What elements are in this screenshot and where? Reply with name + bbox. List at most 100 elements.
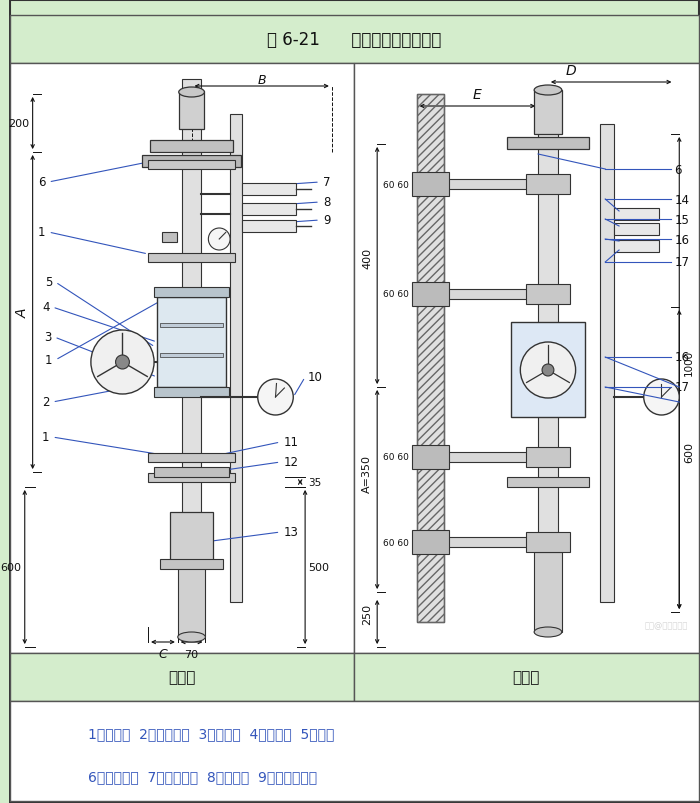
- Text: 12: 12: [284, 456, 298, 469]
- Bar: [148, 161, 235, 169]
- Text: 35: 35: [309, 478, 321, 487]
- Text: A: A: [16, 308, 30, 317]
- Bar: [412, 283, 449, 307]
- Bar: [10, 701, 699, 801]
- Bar: [242, 184, 296, 196]
- Text: 头条@建筑界一哥: 头条@建筑界一哥: [645, 620, 688, 630]
- Bar: [354, 64, 699, 653]
- Bar: [160, 353, 223, 357]
- Bar: [444, 290, 538, 300]
- Bar: [10, 16, 699, 64]
- Bar: [538, 100, 558, 627]
- Bar: [160, 560, 223, 569]
- Text: D: D: [566, 64, 576, 78]
- Text: 2: 2: [42, 396, 50, 409]
- Circle shape: [116, 356, 130, 369]
- Bar: [614, 224, 659, 236]
- Circle shape: [209, 229, 230, 251]
- Text: 3: 3: [44, 331, 51, 344]
- Text: 1000: 1000: [684, 349, 694, 376]
- Circle shape: [91, 331, 154, 394]
- Bar: [412, 446, 449, 470]
- Text: 8: 8: [323, 196, 330, 210]
- Text: 图 6-21      湿式报警装置安装图: 图 6-21 湿式报警装置安装图: [267, 31, 442, 49]
- Text: 16: 16: [674, 351, 690, 364]
- Bar: [444, 537, 538, 548]
- Bar: [170, 512, 214, 562]
- Bar: [162, 233, 177, 243]
- Text: 侧视图: 侧视图: [512, 670, 540, 685]
- Bar: [10, 64, 354, 653]
- Bar: [242, 204, 296, 216]
- Text: 60 60: 60 60: [383, 453, 409, 462]
- Text: 1: 1: [45, 354, 52, 367]
- Bar: [412, 173, 449, 197]
- Text: 14: 14: [674, 194, 690, 206]
- Circle shape: [258, 380, 293, 415]
- Text: 500: 500: [309, 562, 330, 573]
- Bar: [526, 175, 570, 195]
- Bar: [614, 241, 659, 253]
- Text: 6、固定支架  7、压力开关  8、试验阀  9、泄放试验阀: 6、固定支架 7、压力开关 8、试验阀 9、泄放试验阀: [88, 769, 317, 783]
- Text: C: C: [159, 648, 167, 661]
- Text: 6: 6: [38, 177, 46, 190]
- Bar: [154, 287, 229, 298]
- Bar: [230, 115, 242, 602]
- Text: 600: 600: [684, 442, 694, 463]
- Bar: [154, 467, 229, 478]
- Bar: [416, 95, 444, 622]
- Text: 200: 200: [8, 119, 29, 128]
- Text: 1: 1: [42, 431, 50, 444]
- Text: 13: 13: [284, 526, 298, 539]
- Text: 5: 5: [45, 276, 52, 289]
- Bar: [242, 221, 296, 233]
- Bar: [526, 447, 570, 467]
- Bar: [526, 532, 570, 552]
- Bar: [614, 209, 659, 221]
- Text: 1: 1: [38, 226, 46, 239]
- Text: 4: 4: [42, 301, 50, 314]
- Bar: [10, 653, 354, 701]
- Circle shape: [542, 365, 554, 377]
- Ellipse shape: [178, 88, 204, 98]
- Bar: [157, 298, 226, 388]
- Text: 250: 250: [362, 603, 372, 624]
- Bar: [512, 323, 585, 418]
- Text: 60 60: 60 60: [383, 290, 409, 300]
- Bar: [148, 254, 235, 263]
- Text: 60 60: 60 60: [383, 181, 409, 190]
- Text: 400: 400: [362, 247, 372, 269]
- Bar: [444, 452, 538, 463]
- Text: 1、装配管  2、信号蝶阀  3、湿式阀  4、排水阀  5、螺栓: 1、装配管 2、信号蝶阀 3、湿式阀 4、排水阀 5、螺栓: [88, 726, 335, 740]
- Bar: [150, 141, 233, 153]
- Bar: [154, 388, 229, 397]
- Bar: [507, 138, 589, 150]
- Ellipse shape: [178, 632, 205, 642]
- Bar: [601, 124, 614, 602]
- Text: 10: 10: [308, 371, 323, 384]
- Bar: [354, 653, 699, 701]
- Text: A=350: A=350: [362, 454, 372, 492]
- Text: 60 60: 60 60: [383, 538, 409, 547]
- Bar: [526, 284, 570, 304]
- Text: 9: 9: [323, 214, 330, 227]
- Text: 600: 600: [1, 562, 22, 573]
- Bar: [412, 530, 449, 554]
- Text: 15: 15: [674, 214, 690, 226]
- Text: 70: 70: [185, 649, 199, 659]
- Text: 11: 11: [284, 436, 298, 449]
- Text: B: B: [258, 73, 266, 87]
- Circle shape: [520, 343, 575, 398]
- Text: E: E: [473, 88, 482, 102]
- Bar: [444, 180, 538, 190]
- Ellipse shape: [534, 627, 562, 638]
- Text: 正面图: 正面图: [168, 670, 195, 685]
- Text: 16: 16: [674, 233, 690, 247]
- Bar: [148, 454, 235, 463]
- Bar: [416, 95, 444, 622]
- Bar: [142, 156, 241, 168]
- Text: 6: 6: [674, 163, 682, 177]
- Bar: [182, 80, 202, 638]
- Bar: [507, 478, 589, 487]
- Bar: [178, 92, 204, 130]
